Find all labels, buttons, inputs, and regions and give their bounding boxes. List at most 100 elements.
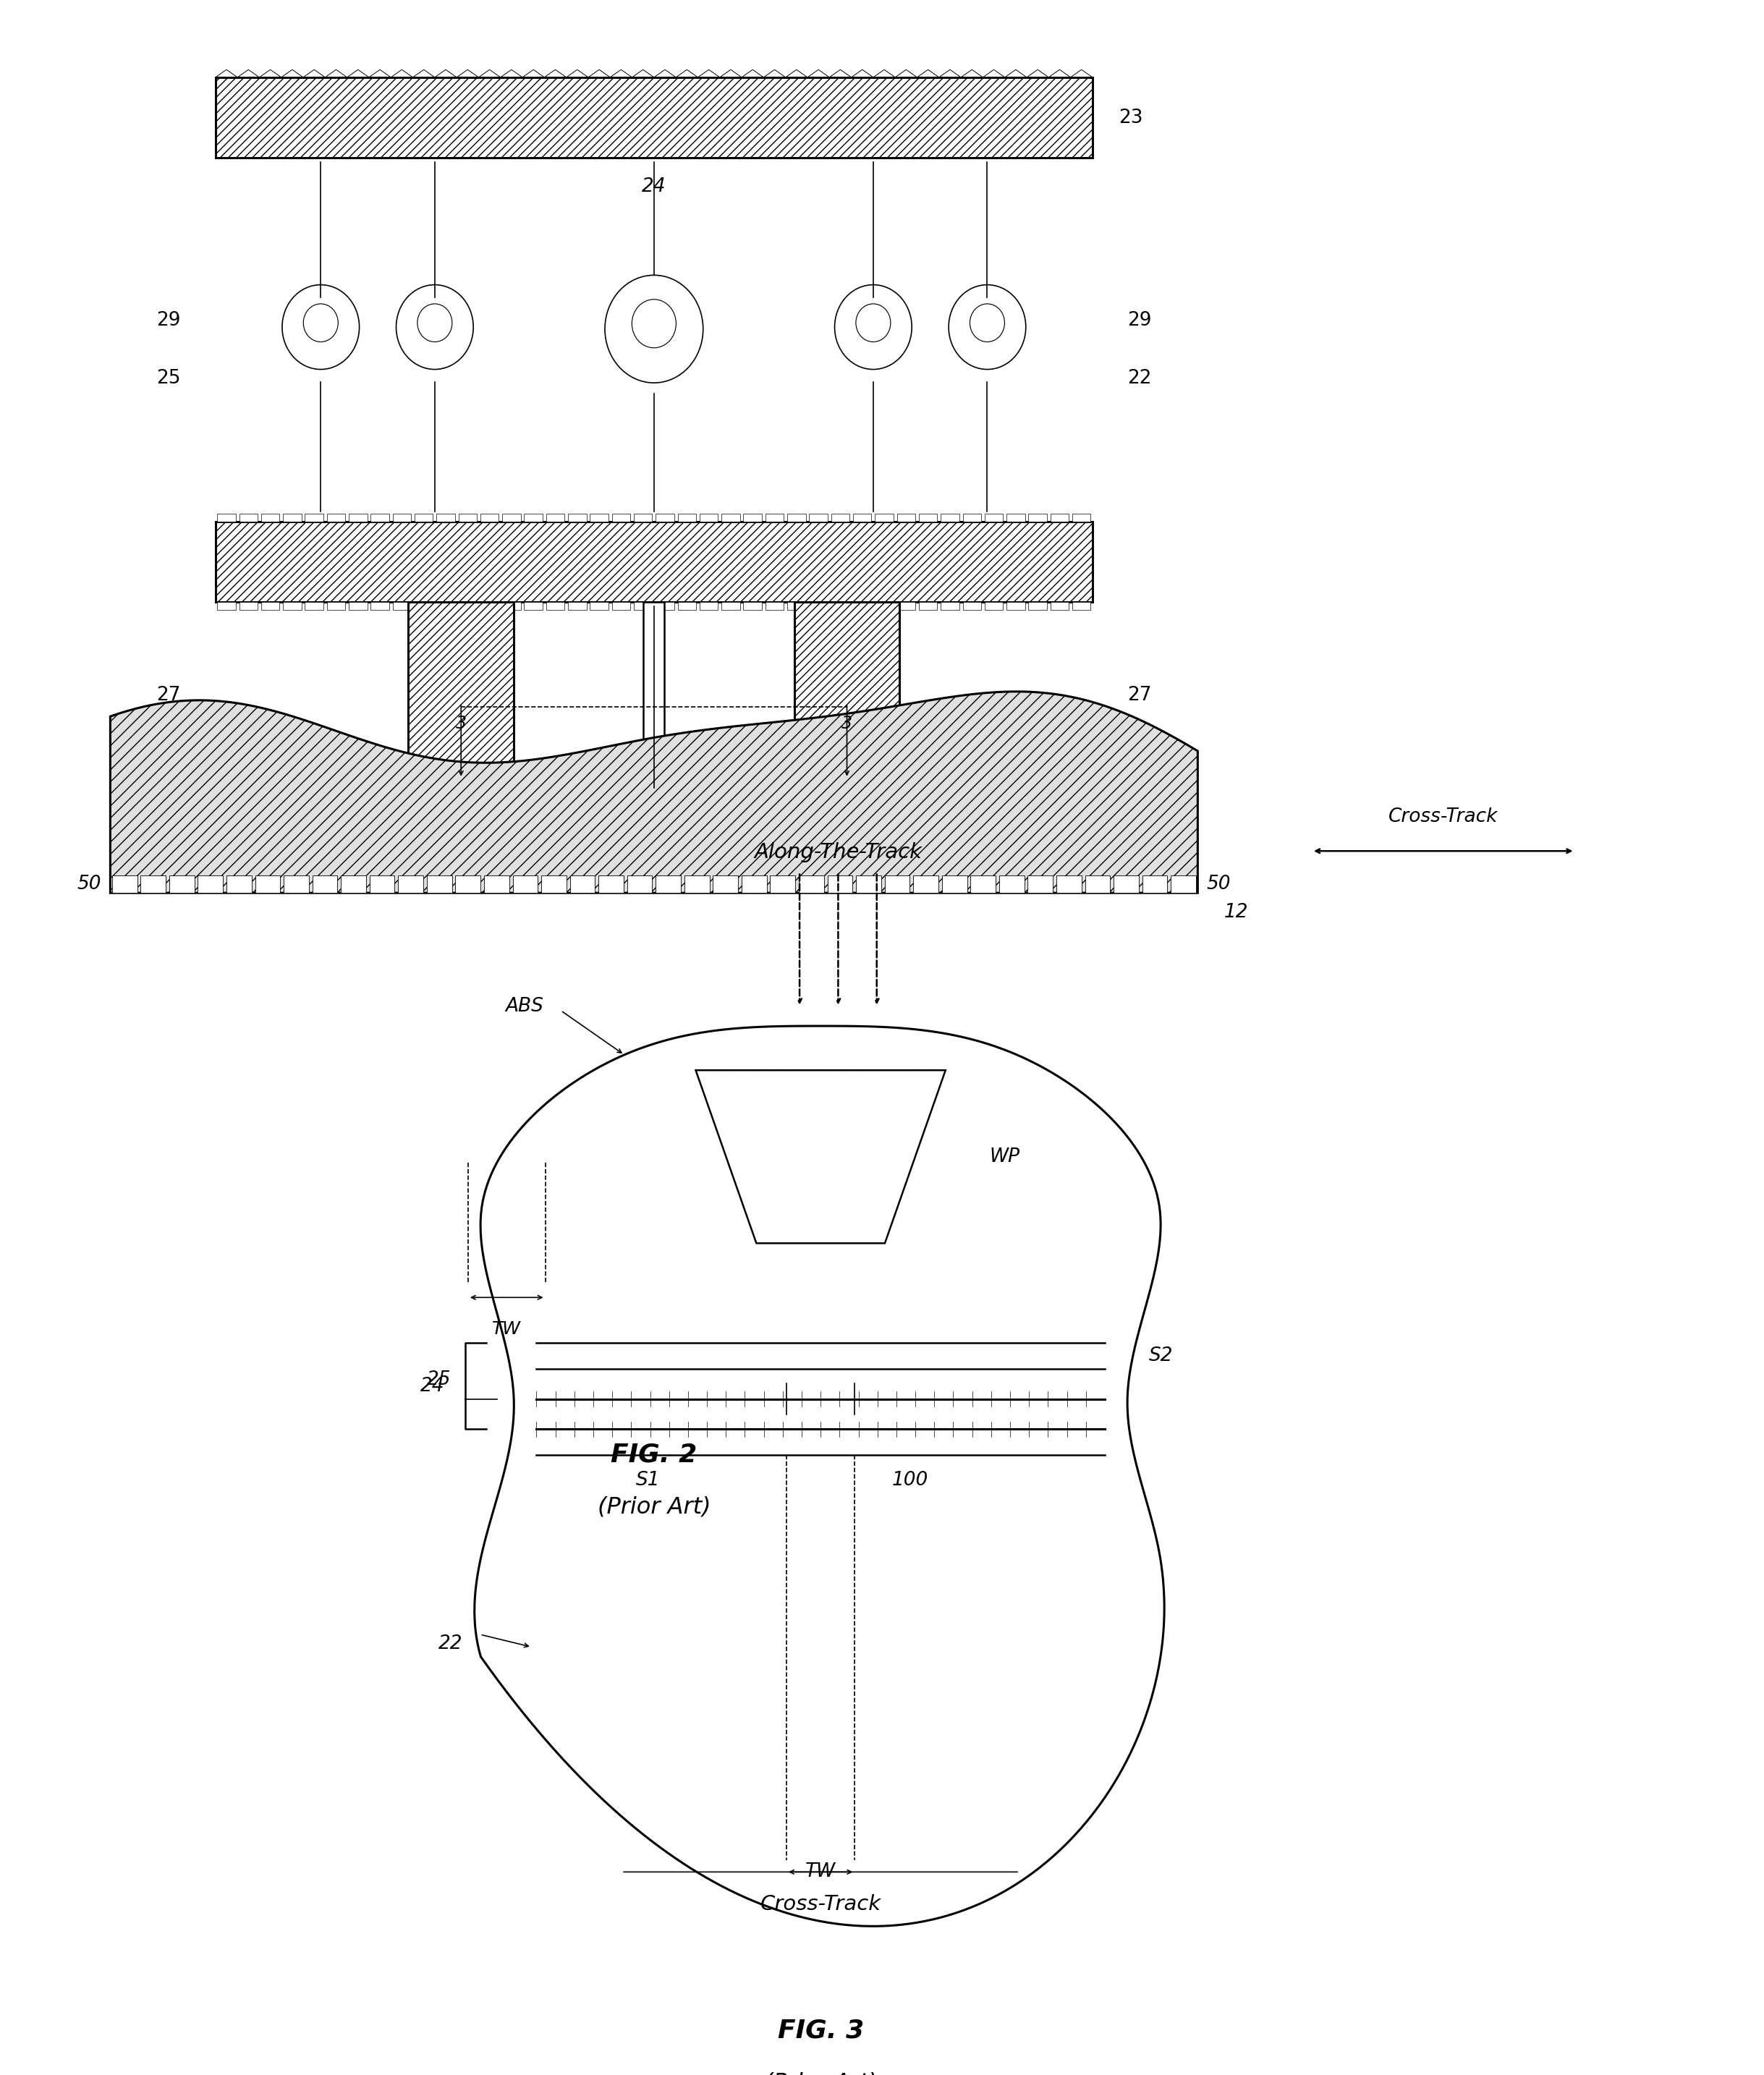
Bar [810, 602, 827, 610]
Bar [284, 876, 309, 892]
Bar [240, 515, 258, 521]
Bar [427, 876, 452, 892]
Bar [940, 515, 960, 521]
Bar [261, 602, 279, 610]
Text: 3: 3 [455, 716, 466, 732]
Bar [628, 876, 653, 892]
Bar [141, 876, 166, 892]
Bar [787, 602, 806, 610]
Bar [462, 788, 476, 795]
Text: 29: 29 [157, 311, 180, 330]
Bar [503, 515, 520, 521]
Bar [198, 876, 222, 892]
Bar [217, 515, 236, 521]
Bar [875, 515, 893, 521]
Bar [282, 602, 302, 610]
Bar [455, 876, 480, 892]
Text: 25: 25 [427, 1372, 452, 1390]
Bar [326, 602, 346, 610]
Bar [436, 602, 455, 610]
Bar [919, 515, 937, 521]
Bar [940, 602, 960, 610]
Bar [497, 788, 512, 795]
Bar [741, 876, 767, 892]
Bar [409, 602, 513, 788]
Bar [1113, 876, 1140, 892]
Text: (Prior Art): (Prior Art) [598, 1496, 711, 1519]
Bar [684, 876, 709, 892]
Bar [831, 602, 850, 610]
Bar [480, 602, 499, 610]
Text: (Prior Art): (Prior Art) [764, 2073, 877, 2075]
Bar [984, 602, 1004, 610]
Bar [1085, 876, 1110, 892]
Bar [513, 876, 538, 892]
Bar [721, 515, 739, 521]
Bar [866, 788, 880, 795]
Polygon shape [695, 1071, 946, 1243]
Bar [547, 515, 564, 521]
Bar [570, 876, 594, 892]
Bar [854, 515, 871, 521]
Bar [813, 788, 827, 795]
Text: 24: 24 [420, 1376, 445, 1394]
Bar [568, 602, 586, 610]
Bar [700, 602, 718, 610]
Bar [240, 602, 258, 610]
Text: 50: 50 [78, 876, 102, 894]
Bar [256, 876, 280, 892]
Bar [282, 515, 302, 521]
Text: Along-The-Track: Along-The-Track [755, 842, 923, 863]
Bar [796, 788, 810, 795]
Bar [226, 876, 252, 892]
Bar [677, 602, 697, 610]
Bar [713, 876, 737, 892]
Bar [1007, 515, 1025, 521]
Text: Cross-Track: Cross-Track [1388, 807, 1498, 826]
Bar [568, 515, 586, 521]
Bar [771, 876, 796, 892]
Bar [1050, 602, 1069, 610]
Text: 22: 22 [439, 1635, 462, 1654]
Bar [480, 515, 499, 521]
Text: ABS: ABS [505, 998, 543, 1017]
Bar [612, 515, 630, 521]
Bar [766, 515, 783, 521]
Bar [612, 602, 630, 610]
Text: TW: TW [806, 1863, 836, 1882]
Bar [589, 602, 609, 610]
Text: 24: 24 [642, 176, 667, 197]
Bar [633, 515, 653, 521]
Bar [896, 515, 916, 521]
Bar [856, 876, 882, 892]
Bar [370, 602, 390, 610]
Text: 23: 23 [1118, 108, 1143, 127]
Bar [721, 602, 739, 610]
Text: Cross-Track: Cross-Track [760, 1894, 880, 1915]
Bar [598, 876, 624, 892]
Bar [677, 515, 697, 521]
Bar [963, 515, 981, 521]
Bar [169, 876, 194, 892]
Text: FIG. 3: FIG. 3 [778, 2019, 864, 2042]
Bar [340, 876, 367, 892]
Text: 29: 29 [1127, 311, 1152, 330]
Bar [831, 788, 845, 795]
Bar [1028, 876, 1053, 892]
Bar [113, 876, 138, 892]
Bar [970, 876, 995, 892]
Bar [215, 521, 1092, 602]
Text: 22: 22 [1127, 369, 1152, 388]
Bar [743, 602, 762, 610]
Bar [884, 788, 898, 795]
Bar [875, 602, 893, 610]
Bar [370, 876, 395, 892]
Bar [794, 602, 900, 788]
Text: 12: 12 [1224, 903, 1249, 921]
Bar [831, 515, 850, 521]
Bar [799, 876, 824, 892]
Bar [743, 515, 762, 521]
Text: 27: 27 [1127, 685, 1152, 706]
Bar [589, 515, 609, 521]
Bar [542, 876, 566, 892]
